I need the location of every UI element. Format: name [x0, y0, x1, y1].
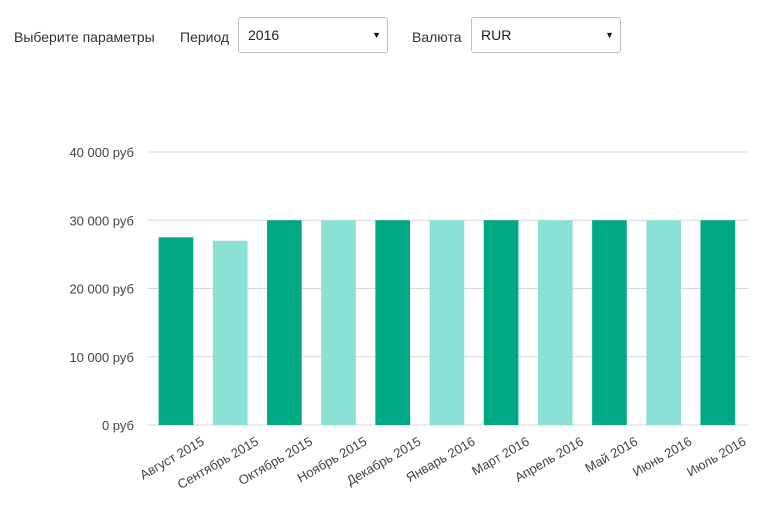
currency-select-value: RUR	[481, 27, 512, 43]
bar-chart: 0 руб 10 000 руб 20 000 руб 30 000 руб 40 00…	[69, 145, 748, 492]
filter-bar: Выберите параметры Период 2016 ▼ Валюта …	[0, 0, 774, 72]
period-select-value: 2016	[248, 27, 280, 43]
bar	[537, 220, 573, 425]
y-tick-label: 10 000 руб	[69, 350, 134, 365]
x-tick-label: Июль 2016	[684, 434, 748, 480]
y-axis-labels: 0 руб 10 000 руб 20 000 руб 30 000 руб 40 00…	[69, 145, 134, 433]
bar	[592, 220, 627, 425]
caret-down-icon: ▼	[605, 30, 614, 40]
bars	[158, 220, 736, 425]
bar	[267, 220, 302, 425]
bar	[700, 220, 736, 425]
y-tick-label: 40 000 руб	[69, 145, 134, 160]
caret-down-icon: ▼	[372, 30, 381, 40]
currency-select[interactable]: RUR ▼	[471, 17, 621, 53]
bar	[158, 237, 194, 425]
bar	[212, 240, 248, 425]
bar	[375, 220, 411, 425]
bar	[483, 220, 519, 425]
period-label: Период	[180, 29, 230, 45]
bar	[646, 220, 681, 425]
bar	[429, 220, 465, 425]
bar	[321, 220, 356, 425]
period-select[interactable]: 2016 ▼	[238, 17, 388, 53]
y-tick-label: 20 000 руб	[69, 282, 134, 297]
filter-prompt: Выберите параметры	[14, 29, 155, 45]
y-tick-label: 30 000 руб	[69, 213, 134, 228]
chart-area: 0 руб 10 000 руб 20 000 руб 30 000 руб 40 00…	[0, 72, 774, 503]
currency-label: Валюта	[412, 29, 462, 45]
y-tick-label: 0 руб	[102, 418, 134, 433]
x-tick-label: Июнь 2016	[630, 434, 694, 480]
